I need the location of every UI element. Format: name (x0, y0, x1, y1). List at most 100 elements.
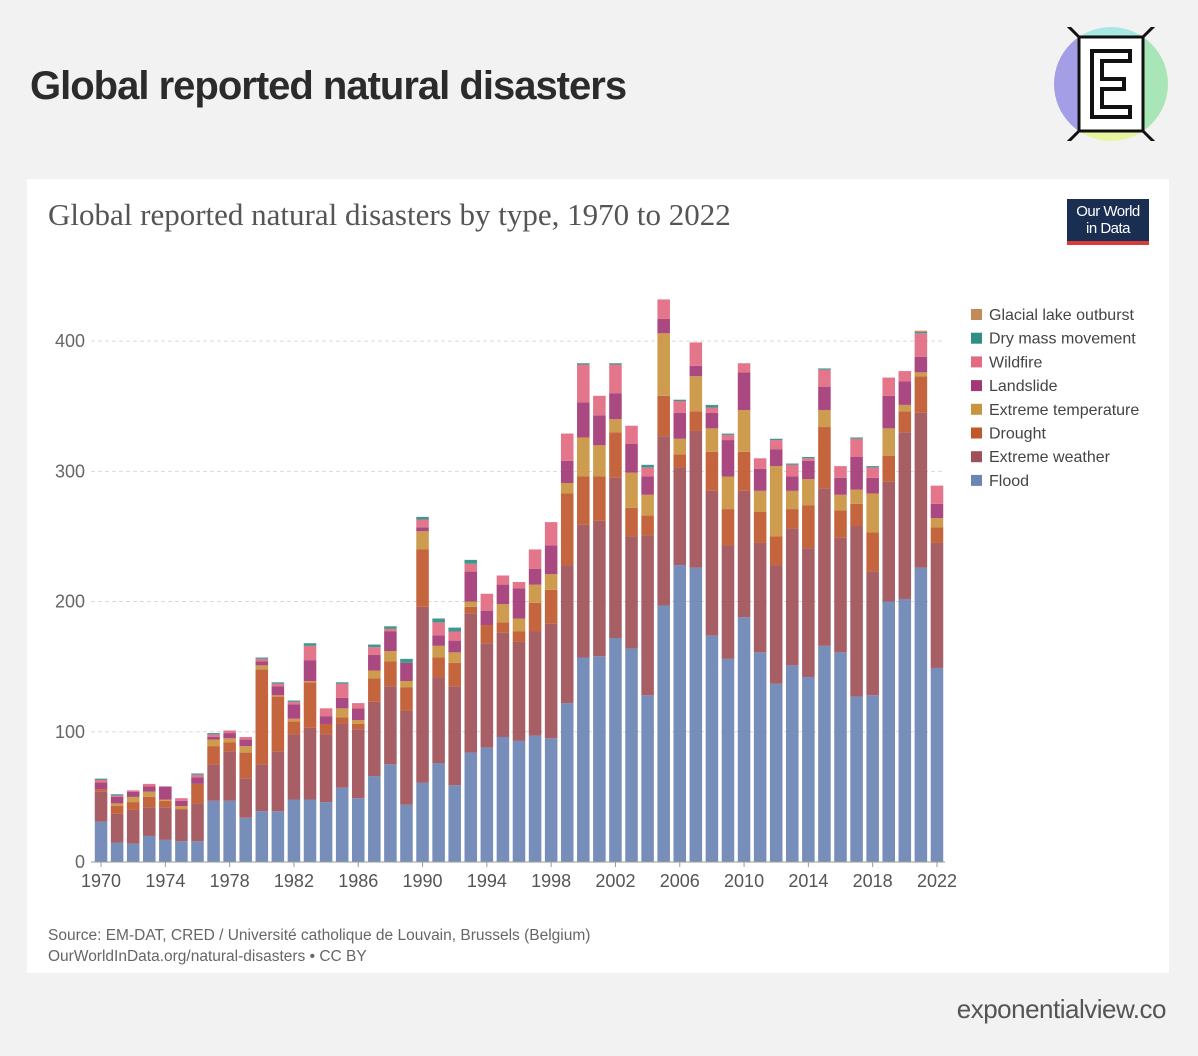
bar-extreme-weather-2002[interactable] (609, 477, 622, 639)
bar-extreme-temperature-2004[interactable] (641, 494, 654, 516)
bar-flood-1981[interactable] (271, 811, 285, 862)
bar-drought-1972[interactable] (126, 802, 140, 810)
bar-dry-mass-movement-1989[interactable] (400, 658, 413, 663)
bar-wildfire-1981[interactable] (271, 683, 285, 687)
bar-wildfire-2000[interactable] (577, 364, 590, 403)
bar-dry-mass-movement-1990[interactable] (416, 516, 429, 520)
bar-landslide-2001[interactable] (593, 415, 606, 446)
bar-landslide-1990[interactable] (416, 527, 429, 532)
bar-drought-1975[interactable] (175, 808, 188, 810)
bar-drought-1995[interactable] (496, 622, 510, 633)
bar-flood-1986[interactable] (351, 798, 365, 862)
bar-drought-1987[interactable] (368, 678, 381, 702)
bar-wildfire-1978[interactable] (223, 730, 236, 734)
bar-dry-mass-movement-2000[interactable] (577, 363, 590, 365)
bar-wildfire-2009[interactable] (721, 434, 735, 441)
bar-landslide-1999[interactable] (560, 460, 574, 484)
bar-extreme-weather-2016[interactable] (834, 537, 847, 653)
bar-extreme-weather-2019[interactable] (882, 481, 896, 602)
bar-landslide-1978[interactable] (223, 733, 236, 739)
bar-flood-2007[interactable] (689, 567, 703, 862)
bar-wildfire-2013[interactable] (786, 464, 799, 477)
bar-flood-1974[interactable] (159, 839, 172, 862)
bar-drought-1974[interactable] (159, 800, 172, 808)
bar-landslide-2016[interactable] (834, 477, 847, 495)
bar-extreme-temperature-1983[interactable] (303, 680, 317, 683)
bar-landslide-2008[interactable] (705, 412, 719, 429)
bar-flood-1975[interactable] (175, 841, 188, 862)
bar-flood-2010[interactable] (737, 617, 751, 862)
bar-landslide-1975[interactable] (175, 800, 188, 807)
bar-flood-1978[interactable] (223, 800, 236, 862)
bar-glacial-lake-outburst-2021[interactable] (914, 330, 928, 332)
bar-drought-1990[interactable] (416, 549, 429, 607)
legend-swatch[interactable] (971, 427, 982, 439)
bar-wildfire-2014[interactable] (802, 458, 815, 461)
bar-extreme-temperature-1972[interactable] (126, 796, 140, 803)
bar-drought-2018[interactable] (866, 532, 879, 572)
bar-extreme-temperature-1977[interactable] (207, 739, 220, 747)
bar-extreme-temperature-1971[interactable] (110, 803, 124, 807)
bar-wildfire-1991[interactable] (432, 622, 445, 636)
bar-extreme-temperature-1979[interactable] (239, 746, 252, 753)
bar-flood-2011[interactable] (753, 652, 767, 862)
bar-landslide-2002[interactable] (609, 393, 622, 420)
bar-drought-2009[interactable] (721, 509, 735, 546)
bar-extreme-temperature-1991[interactable] (432, 645, 445, 658)
bar-dry-mass-movement-2021[interactable] (914, 331, 928, 334)
bar-flood-2015[interactable] (818, 645, 831, 862)
bar-landslide-1973[interactable] (142, 786, 156, 792)
bar-wildfire-1972[interactable] (126, 790, 140, 792)
bar-flood-1977[interactable] (207, 800, 220, 862)
bar-flood-1971[interactable] (110, 842, 124, 862)
bar-flood-1970[interactable] (94, 821, 108, 862)
bar-landslide-1976[interactable] (191, 777, 204, 784)
bar-flood-2019[interactable] (882, 601, 896, 862)
bar-flood-2006[interactable] (673, 565, 687, 862)
bar-drought-2013[interactable] (786, 509, 799, 529)
bar-flood-2018[interactable] (866, 695, 879, 862)
bar-landslide-1971[interactable] (110, 796, 124, 804)
bar-extreme-weather-1970[interactable] (94, 791, 108, 822)
bar-drought-2007[interactable] (689, 411, 703, 431)
bar-dry-mass-movement-2002[interactable] (609, 363, 622, 365)
bar-landslide-2017[interactable] (850, 456, 863, 490)
bar-extreme-weather-2001[interactable] (593, 520, 606, 657)
bar-flood-1976[interactable] (191, 841, 204, 862)
bar-extreme-weather-1993[interactable] (464, 613, 478, 753)
bar-wildfire-2021[interactable] (914, 333, 928, 357)
bar-drought-1977[interactable] (207, 746, 220, 765)
bar-landslide-2022[interactable] (930, 503, 944, 519)
bar-flood-1993[interactable] (464, 752, 478, 862)
bar-wildfire-2002[interactable] (609, 364, 622, 394)
bar-extreme-weather-1997[interactable] (528, 631, 542, 736)
bar-flood-2022[interactable] (930, 667, 944, 862)
legend-swatch[interactable] (971, 474, 982, 486)
bar-extreme-weather-1977[interactable] (207, 764, 220, 801)
bar-dry-mass-movement-2004[interactable] (641, 464, 654, 468)
bar-flood-1984[interactable] (319, 802, 333, 862)
bar-flood-1987[interactable] (368, 776, 381, 862)
bar-landslide-1974[interactable] (159, 786, 172, 800)
bar-extreme-weather-1986[interactable] (351, 729, 365, 799)
bar-landslide-1997[interactable] (528, 568, 542, 585)
bar-extreme-weather-2017[interactable] (850, 526, 863, 697)
bar-wildfire-1996[interactable] (512, 582, 526, 589)
bar-flood-2012[interactable] (769, 683, 783, 862)
bar-wildfire-2012[interactable] (769, 440, 783, 450)
bar-landslide-2007[interactable] (689, 365, 703, 377)
bar-landslide-2018[interactable] (866, 477, 879, 494)
bar-landslide-1979[interactable] (239, 739, 252, 747)
bar-landslide-1972[interactable] (126, 791, 140, 797)
bar-extreme-weather-1992[interactable] (448, 686, 461, 786)
bar-dry-mass-movement-2015[interactable] (818, 368, 831, 370)
bar-extreme-temperature-1999[interactable] (560, 483, 574, 494)
bar-extreme-temperature-1998[interactable] (544, 574, 558, 590)
bar-extreme-weather-2004[interactable] (641, 535, 654, 696)
bar-dry-mass-movement-1987[interactable] (368, 644, 381, 648)
bar-wildfire-1973[interactable] (142, 783, 156, 787)
bar-landslide-1983[interactable] (303, 660, 317, 681)
bar-landslide-2009[interactable] (721, 440, 735, 477)
bar-flood-2021[interactable] (914, 567, 928, 862)
bar-landslide-2020[interactable] (898, 381, 912, 405)
